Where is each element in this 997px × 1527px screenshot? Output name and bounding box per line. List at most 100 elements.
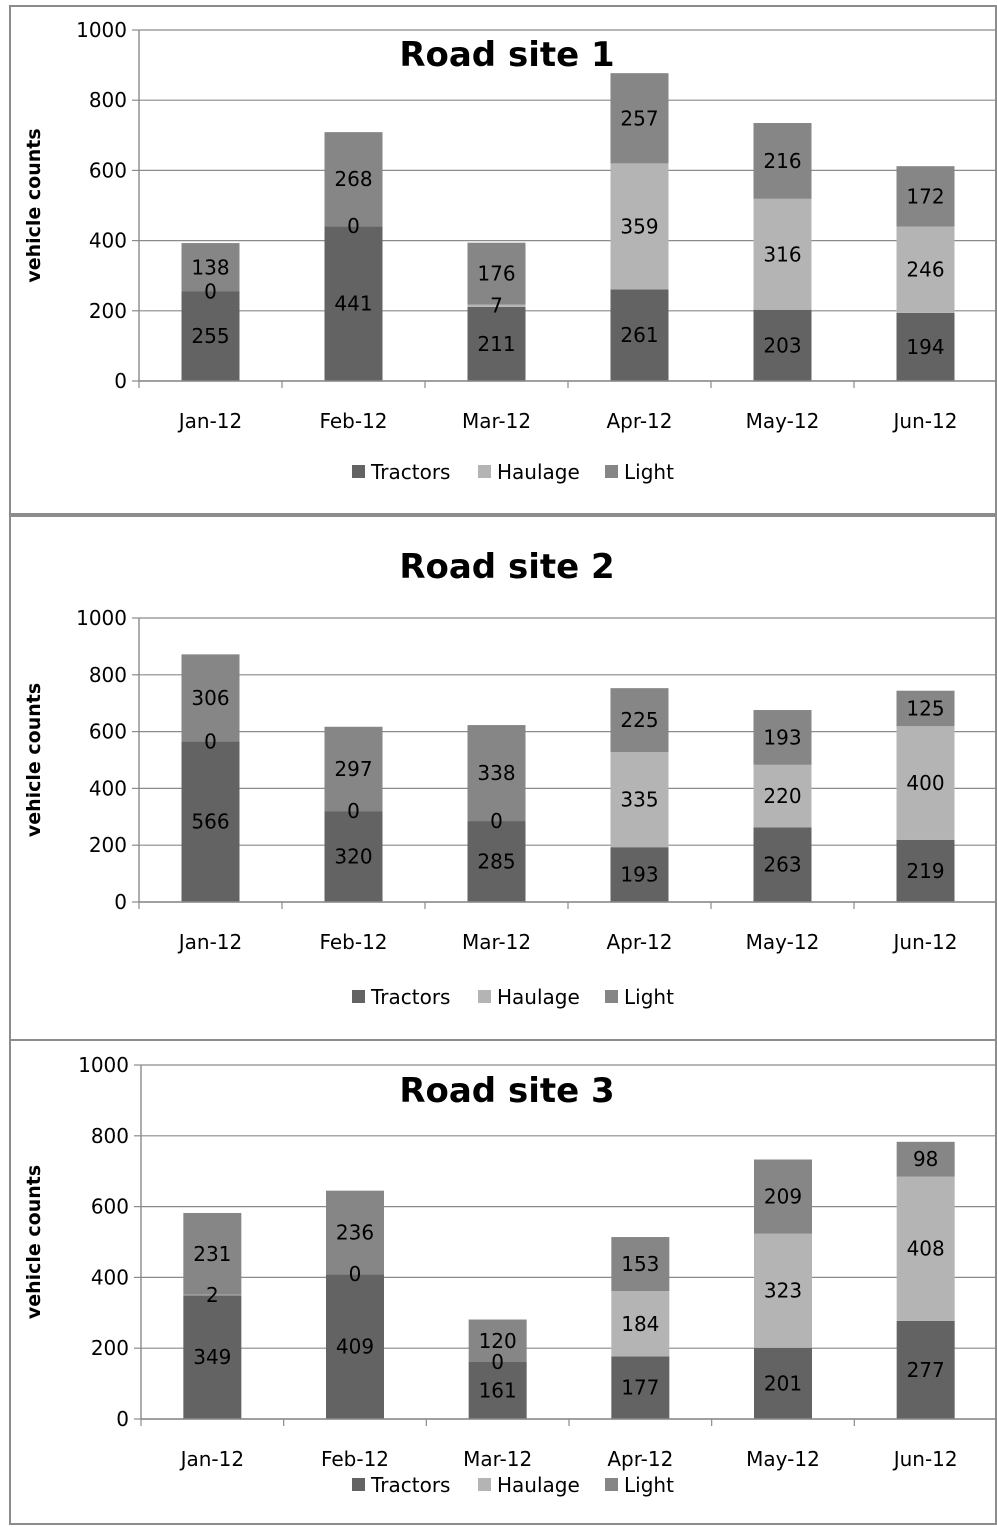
bar-tractors-jan-12 bbox=[183, 1295, 242, 1419]
data-label-tractors: 285 bbox=[477, 850, 515, 874]
data-label-tractors: 566 bbox=[191, 810, 229, 834]
legend-label-tractors: Tractors bbox=[370, 985, 450, 1009]
data-label-tractors: 161 bbox=[479, 1379, 517, 1403]
bar-light-feb-12 bbox=[324, 132, 383, 227]
x-tick-label: Jan-12 bbox=[177, 409, 243, 433]
y-tick-label: 400 bbox=[91, 1265, 129, 1289]
chart-title: Road site 1 bbox=[399, 35, 614, 75]
bar-haulage-jun-12 bbox=[896, 1176, 955, 1321]
bar-haulage-apr-12 bbox=[610, 163, 669, 290]
y-axis-label: vehicle counts bbox=[23, 1165, 45, 1319]
data-label-haulage: 0 bbox=[491, 1350, 504, 1374]
data-label-haulage: 359 bbox=[620, 214, 658, 238]
data-label-light: 257 bbox=[620, 106, 658, 130]
data-label-tractors: 261 bbox=[620, 323, 658, 347]
y-tick-label: 400 bbox=[89, 229, 127, 253]
x-tick-label: Jun-12 bbox=[892, 930, 958, 954]
data-label-light: 120 bbox=[479, 1329, 517, 1353]
legend-label-tractors: Tractors bbox=[370, 460, 450, 484]
bar-tractors-feb-12 bbox=[324, 226, 383, 381]
data-label-tractors: 441 bbox=[334, 292, 372, 316]
bar-light-jun-12 bbox=[896, 690, 955, 727]
data-label-haulage: 0 bbox=[490, 809, 503, 833]
y-tick-label: 0 bbox=[116, 1407, 129, 1431]
bar-tractors-jun-12 bbox=[896, 1320, 955, 1419]
data-label-light: 138 bbox=[191, 255, 229, 279]
x-tick-label: Apr-12 bbox=[607, 930, 673, 954]
y-tick-labels: 0 200 400 600 800 1000 bbox=[76, 18, 127, 393]
bar-light-may-12 bbox=[754, 1159, 812, 1234]
legend-label-haulage: Haulage bbox=[497, 1473, 580, 1497]
chart-panels: 0200400600800100025501384410268211717626… bbox=[9, 5, 997, 1525]
data-label-haulage: 408 bbox=[907, 1237, 945, 1261]
bar-tractors-apr-12 bbox=[611, 1356, 670, 1419]
bar-haulage-may-12 bbox=[753, 198, 812, 310]
bar-haulage-jun-12 bbox=[896, 726, 955, 840]
bar-tractors-apr-12 bbox=[610, 847, 669, 902]
data-label-light: 216 bbox=[763, 149, 801, 173]
y-tick-label: 600 bbox=[89, 158, 127, 182]
bar-tractors-feb-12 bbox=[324, 811, 383, 902]
data-label-haulage: 0 bbox=[349, 1262, 362, 1286]
chart-panel-1: 0200400600800100025501384410268211717626… bbox=[9, 5, 997, 515]
legend-label-light: Light bbox=[624, 985, 674, 1009]
x-tick-label: Mar-12 bbox=[462, 409, 531, 433]
x-tick-label: May-12 bbox=[746, 930, 820, 954]
bar-light-jun-12 bbox=[896, 1141, 955, 1177]
bar-tractors-jan-12 bbox=[181, 291, 240, 381]
x-tick-label: Mar-12 bbox=[463, 1447, 532, 1471]
data-label-light: 172 bbox=[906, 184, 944, 208]
bar-light-mar-12 bbox=[468, 1319, 527, 1363]
chart-frame bbox=[9, 1039, 997, 1525]
data-label-tractors: 203 bbox=[763, 333, 801, 357]
data-label-haulage: 0 bbox=[347, 214, 360, 238]
bar-tractors-jun-12 bbox=[896, 839, 955, 902]
legend-swatch-haulage bbox=[478, 1478, 491, 1491]
legend-swatch-light bbox=[605, 465, 618, 478]
y-tick-label: 400 bbox=[89, 776, 127, 800]
y-axis-label: vehicle counts bbox=[23, 683, 45, 837]
chart-panel-2: 0 200 400 600 800 1000 566 0 306 320 0 297 285 0 338 19… bbox=[9, 515, 997, 1041]
y-tick-label: 600 bbox=[91, 1195, 129, 1219]
bar-haulage-mar-12 bbox=[467, 304, 526, 307]
y-tick-label: 800 bbox=[91, 1124, 129, 1148]
y-tick-label: 200 bbox=[91, 1336, 129, 1360]
data-label-light: 193 bbox=[763, 725, 801, 749]
data-label-tractors: 177 bbox=[621, 1376, 659, 1400]
y-tick-label: 600 bbox=[89, 720, 127, 744]
bar-light-may-12 bbox=[753, 710, 812, 765]
data-labels: 2550138441026821171762613592572033162161… bbox=[191, 106, 944, 359]
x-tick-label: May-12 bbox=[746, 1447, 820, 1471]
bar-light-feb-12 bbox=[324, 726, 383, 812]
bar-tractors-may-12 bbox=[753, 827, 812, 902]
data-label-light: 338 bbox=[477, 761, 515, 785]
x-tick-label: Jan-12 bbox=[179, 1447, 245, 1471]
y-tick-label: 1000 bbox=[76, 606, 127, 630]
legend-label-tractors: Tractors bbox=[370, 1473, 450, 1497]
bar-tractors-jun-12 bbox=[896, 312, 955, 381]
data-label-light: 225 bbox=[620, 708, 658, 732]
chart-title: Road site 2 bbox=[399, 547, 614, 587]
bar-tractors-mar-12 bbox=[467, 306, 526, 381]
data-label-light: 176 bbox=[477, 262, 515, 286]
x-tick-label: Feb-12 bbox=[319, 409, 387, 433]
data-label-light: 98 bbox=[913, 1147, 938, 1171]
x-tick-label: Jun-12 bbox=[892, 1447, 958, 1471]
legend-swatch-tractors bbox=[352, 1478, 365, 1491]
bar-haulage-jan-12 bbox=[183, 1294, 242, 1296]
data-label-light: 231 bbox=[193, 1242, 231, 1266]
chart-title: Road site 3 bbox=[399, 1071, 614, 1111]
data-label-light: 209 bbox=[764, 1185, 802, 1209]
bar-light-mar-12 bbox=[467, 242, 526, 305]
stacked-bars bbox=[181, 654, 955, 902]
y-tick-label: 1000 bbox=[78, 1053, 129, 1077]
data-label-light: 297 bbox=[334, 757, 372, 781]
x-tick-labels: Jan-12 Feb-12 Mar-12 Apr-12 May-12 Jun-12 bbox=[177, 930, 958, 954]
bar-tractors-mar-12 bbox=[467, 821, 526, 902]
data-label-light: 125 bbox=[906, 696, 944, 720]
data-labels: 3492231409023616101201771841532013232092… bbox=[193, 1147, 945, 1402]
legend-label-haulage: Haulage bbox=[497, 985, 580, 1009]
bar-light-jan-12 bbox=[181, 243, 240, 292]
y-tick-labels: 0 200 400 600 800 1000 bbox=[78, 1053, 129, 1431]
data-label-tractors: 219 bbox=[906, 859, 944, 883]
